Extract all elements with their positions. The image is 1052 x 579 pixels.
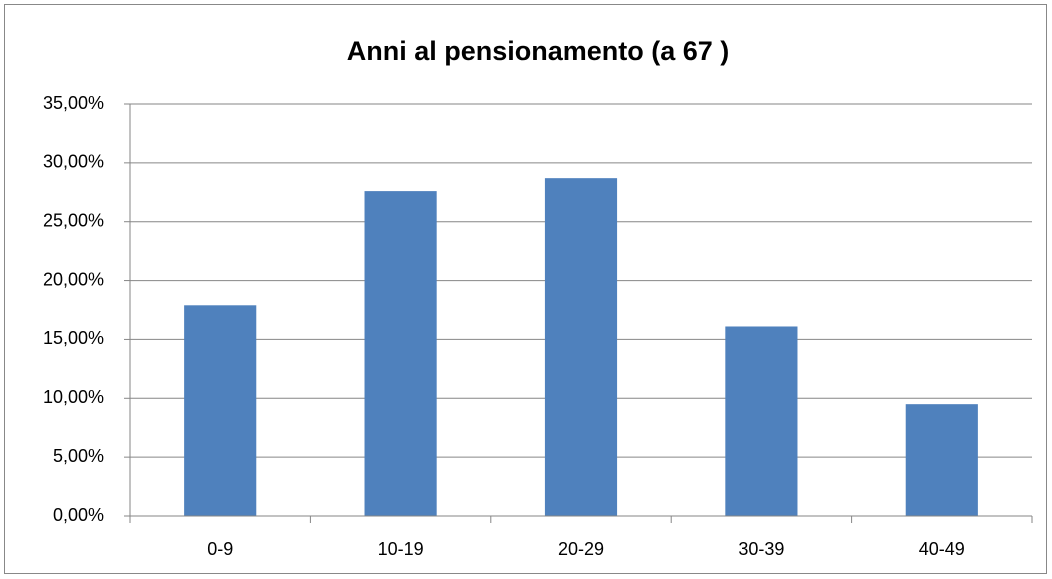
bar <box>905 404 978 516</box>
chart-title: Anni al pensionamento (a 67 ) <box>347 36 730 66</box>
y-tick-label: 20,00% <box>43 269 104 289</box>
y-tick-label: 25,00% <box>43 210 104 230</box>
bar <box>184 305 257 516</box>
y-tick-label: 5,00% <box>53 446 104 466</box>
x-tick-label: 10-19 <box>378 539 424 559</box>
y-tick-label: 10,00% <box>43 387 104 407</box>
x-tick-label: 40-49 <box>919 539 965 559</box>
bar <box>725 326 798 516</box>
y-tick-label: 35,00% <box>43 93 104 113</box>
y-tick-label: 15,00% <box>43 328 104 348</box>
bar <box>364 191 437 516</box>
x-tick-label: 0-9 <box>207 539 233 559</box>
chart-border <box>4 4 1047 574</box>
x-tick-label: 30-39 <box>738 539 784 559</box>
x-tick-label: 20-29 <box>558 539 604 559</box>
y-tick-label: 0,00% <box>53 505 104 525</box>
bar <box>544 178 618 516</box>
y-tick-label: 30,00% <box>43 152 104 172</box>
